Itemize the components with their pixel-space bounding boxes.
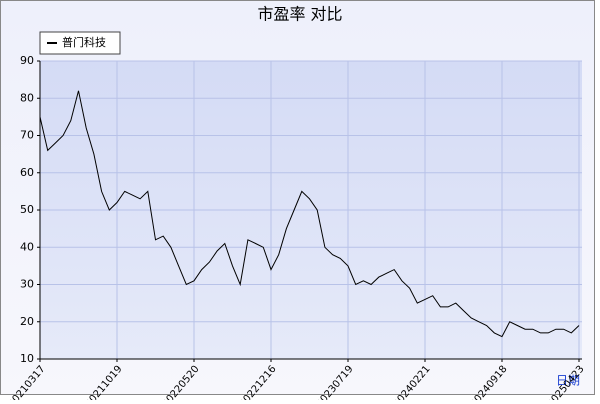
legend-box xyxy=(39,31,121,55)
series-line xyxy=(39,90,580,338)
y-tick-label: 40 xyxy=(20,240,34,253)
y-tick-label: 70 xyxy=(20,129,34,142)
x-axis-label: 日期 xyxy=(556,374,580,388)
chart-title: 市盈率 对比 xyxy=(257,5,342,24)
y-tick-label: 50 xyxy=(20,203,34,216)
y-tick-label: 80 xyxy=(20,91,34,104)
y-tick-label: 20 xyxy=(20,315,34,328)
y-tick-label: 30 xyxy=(20,278,34,291)
legend-label: 普门科技 xyxy=(62,35,106,49)
y-tick-label: 60 xyxy=(20,166,34,179)
y-tick-label: 90 xyxy=(20,54,34,67)
y-tick-label: 10 xyxy=(20,352,34,365)
